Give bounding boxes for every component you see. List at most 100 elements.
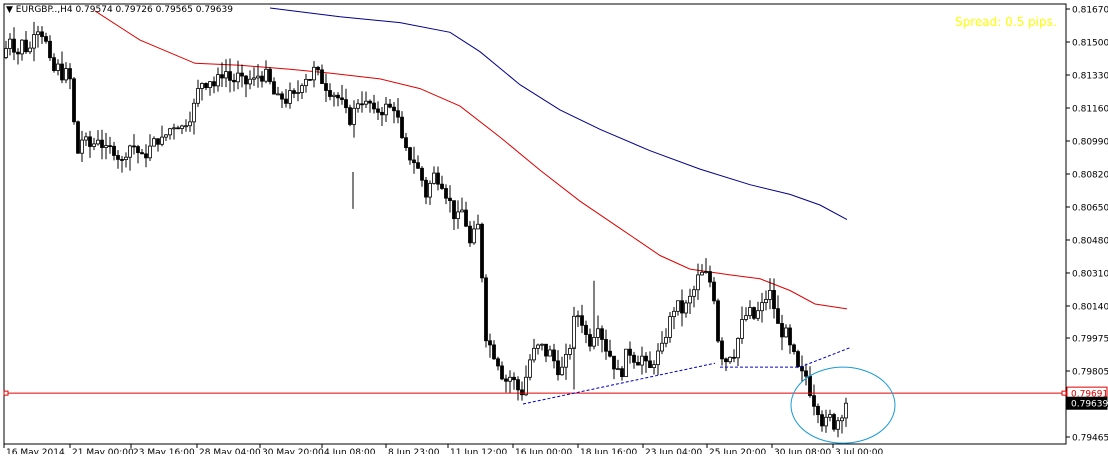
ma-slow-line [269, 7, 848, 221]
candle-body [616, 368, 620, 371]
candle [500, 361, 504, 381]
candle-body [632, 354, 636, 363]
candle [744, 307, 748, 322]
candle-body [820, 414, 824, 427]
candle-body [108, 145, 112, 148]
candle [64, 62, 68, 84]
candle-body [52, 57, 56, 71]
candle-body [396, 110, 400, 118]
ohlc-open: 0.79574 [75, 5, 113, 15]
candle [596, 315, 600, 346]
price-tag: 0.79639 [1066, 396, 1108, 410]
candle [464, 201, 468, 228]
candle [408, 146, 412, 165]
candle-body [772, 290, 776, 310]
candle-body [292, 90, 296, 94]
x-tick-label: 4 Jun 08:00 [324, 448, 376, 454]
candle-body [232, 79, 236, 83]
candle [364, 91, 368, 108]
candle-body [560, 366, 564, 376]
highlight-ellipse[interactable] [790, 366, 896, 444]
candle [668, 311, 672, 343]
horizontal-line-handle-right[interactable] [1061, 390, 1067, 396]
candle-body [124, 156, 128, 160]
candle [748, 300, 752, 320]
candle-body [248, 78, 252, 85]
candle-body [776, 308, 780, 324]
menu-icon[interactable]: ▼ [6, 5, 13, 15]
candle-body [24, 39, 28, 53]
candle-body [796, 351, 800, 367]
candle [252, 67, 256, 87]
candle [144, 144, 148, 168]
candle [792, 343, 796, 355]
candle-body [228, 71, 232, 81]
candle-body [312, 66, 316, 81]
candle [440, 175, 444, 190]
candle-body [640, 355, 644, 366]
candle-body [212, 81, 216, 87]
candle [48, 35, 52, 61]
candle-body [488, 340, 492, 346]
candle-body [448, 197, 452, 202]
candle [696, 263, 700, 300]
candle-body [664, 337, 668, 344]
candle [292, 88, 296, 99]
candle-body [152, 138, 156, 147]
candle [4, 40, 8, 60]
candle [20, 39, 24, 61]
candle-body [160, 136, 164, 145]
candle-body [360, 103, 364, 106]
candle-body [48, 40, 52, 59]
candle-body [60, 63, 64, 81]
candle [328, 83, 332, 101]
candle-body [88, 136, 92, 147]
candle [200, 82, 204, 101]
spread-indicator: Spread: 0.5 pips. [955, 15, 1057, 29]
candle [844, 397, 848, 427]
candle-body [204, 83, 208, 89]
candle-body [372, 102, 376, 110]
x-tick-label: 11 Jun 12:00 [450, 448, 507, 454]
candle [68, 63, 72, 90]
price-tag-label: 0.79639 [1071, 400, 1108, 410]
candle [628, 341, 632, 364]
candle-body [264, 68, 268, 82]
drawing-objects[interactable] [3, 347, 1067, 444]
candle-body [136, 146, 140, 154]
candle-body [536, 344, 540, 349]
candle [244, 75, 248, 98]
candle-body [844, 402, 848, 419]
candle [676, 300, 680, 316]
candle-body [144, 153, 148, 159]
candle-body [476, 223, 480, 230]
candle-body [40, 31, 44, 37]
candle [612, 355, 616, 380]
x-tick-label: 25 Jun 20:00 [709, 448, 766, 454]
candle [280, 91, 284, 109]
candle-body [728, 356, 732, 363]
candle [352, 100, 356, 138]
symbol-info-bar: ▼ EURGBP..,H4 0.79574 0.79726 0.79565 0.… [6, 5, 233, 15]
candle [604, 329, 608, 360]
candle [424, 176, 428, 205]
candle-body [180, 125, 184, 129]
candle-body [196, 88, 200, 104]
candle-body [368, 100, 372, 104]
trendline[interactable] [720, 347, 851, 368]
candle-body [568, 348, 572, 355]
candle-body [268, 68, 272, 83]
horizontal-line-handle-left[interactable] [3, 390, 9, 396]
candle [368, 99, 372, 113]
candle-body [288, 90, 292, 104]
y-tick-label: 0.81330 [1072, 71, 1108, 81]
price-tag-box [1066, 396, 1108, 410]
candle [404, 133, 408, 151]
candle [704, 258, 708, 274]
trendline[interactable] [522, 362, 716, 405]
candle [160, 125, 164, 147]
candle-body [832, 414, 836, 430]
candle-series [4, 21, 848, 438]
candle [320, 64, 324, 84]
